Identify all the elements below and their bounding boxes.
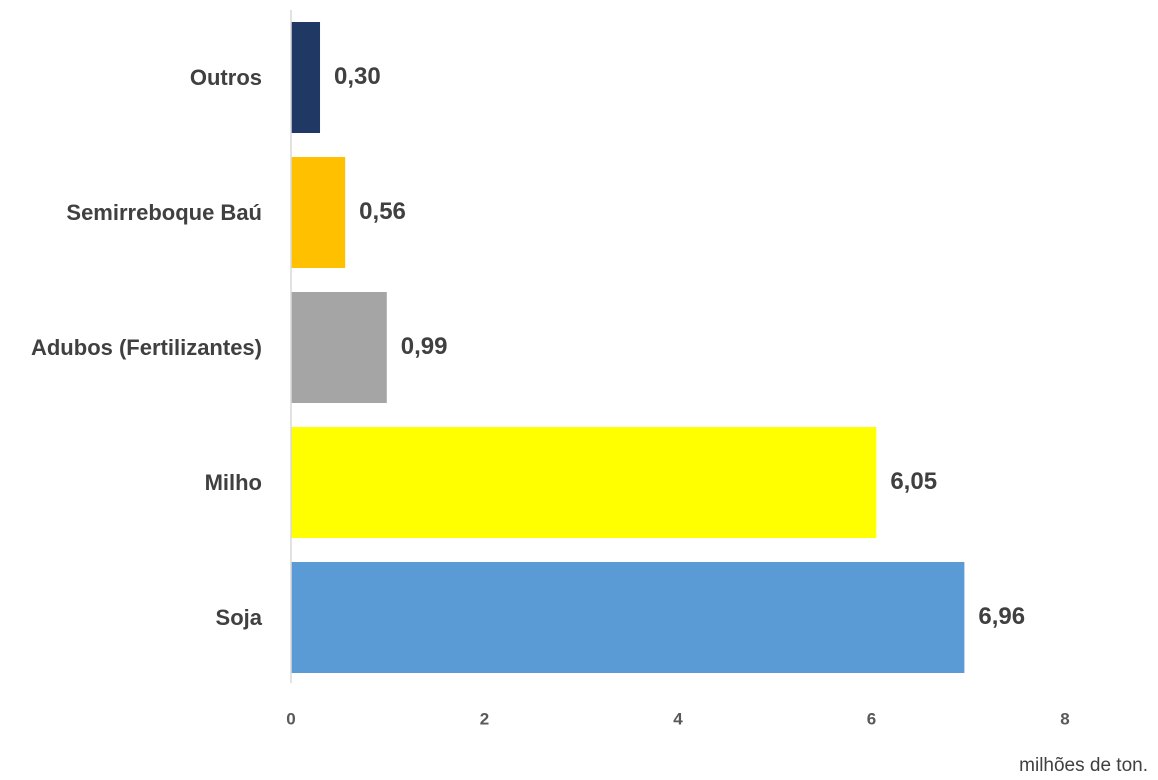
category-label-box: Semirreboque Baú [66, 157, 262, 268]
y-tick-label: Outros [189, 64, 262, 90]
x-tick-label: 6 [867, 709, 876, 728]
value-label: 0,56 [359, 198, 406, 225]
y-tick-label: Semirreboque Baú [66, 199, 262, 225]
bar [291, 562, 965, 673]
value-label: 0,99 [401, 333, 448, 360]
value-label: 6,96 [978, 603, 1025, 630]
x-tick-label: 4 [673, 709, 683, 728]
category-label-box: Outros [190, 22, 262, 133]
y-tick-label: Milho [204, 469, 262, 495]
bar [291, 427, 877, 538]
x-axis-label: milhões de ton. [1019, 755, 1148, 776]
x-tick-label: 0 [286, 709, 295, 728]
value-label: 6,05 [890, 468, 937, 495]
y-tick-label: Soja [215, 604, 262, 630]
category-label-box: Soja [216, 562, 262, 673]
category-label-box: Milho [205, 427, 262, 538]
value-label: 0,30 [334, 63, 381, 90]
category-label-box: Adubos (Fertilizantes) [31, 292, 262, 403]
bar [291, 22, 321, 133]
y-tick-label: Adubos (Fertilizantes) [30, 334, 262, 360]
x-tick-label: 8 [1060, 709, 1069, 728]
bar [291, 292, 387, 403]
x-tick-label: 2 [480, 709, 489, 728]
bar [291, 157, 346, 268]
